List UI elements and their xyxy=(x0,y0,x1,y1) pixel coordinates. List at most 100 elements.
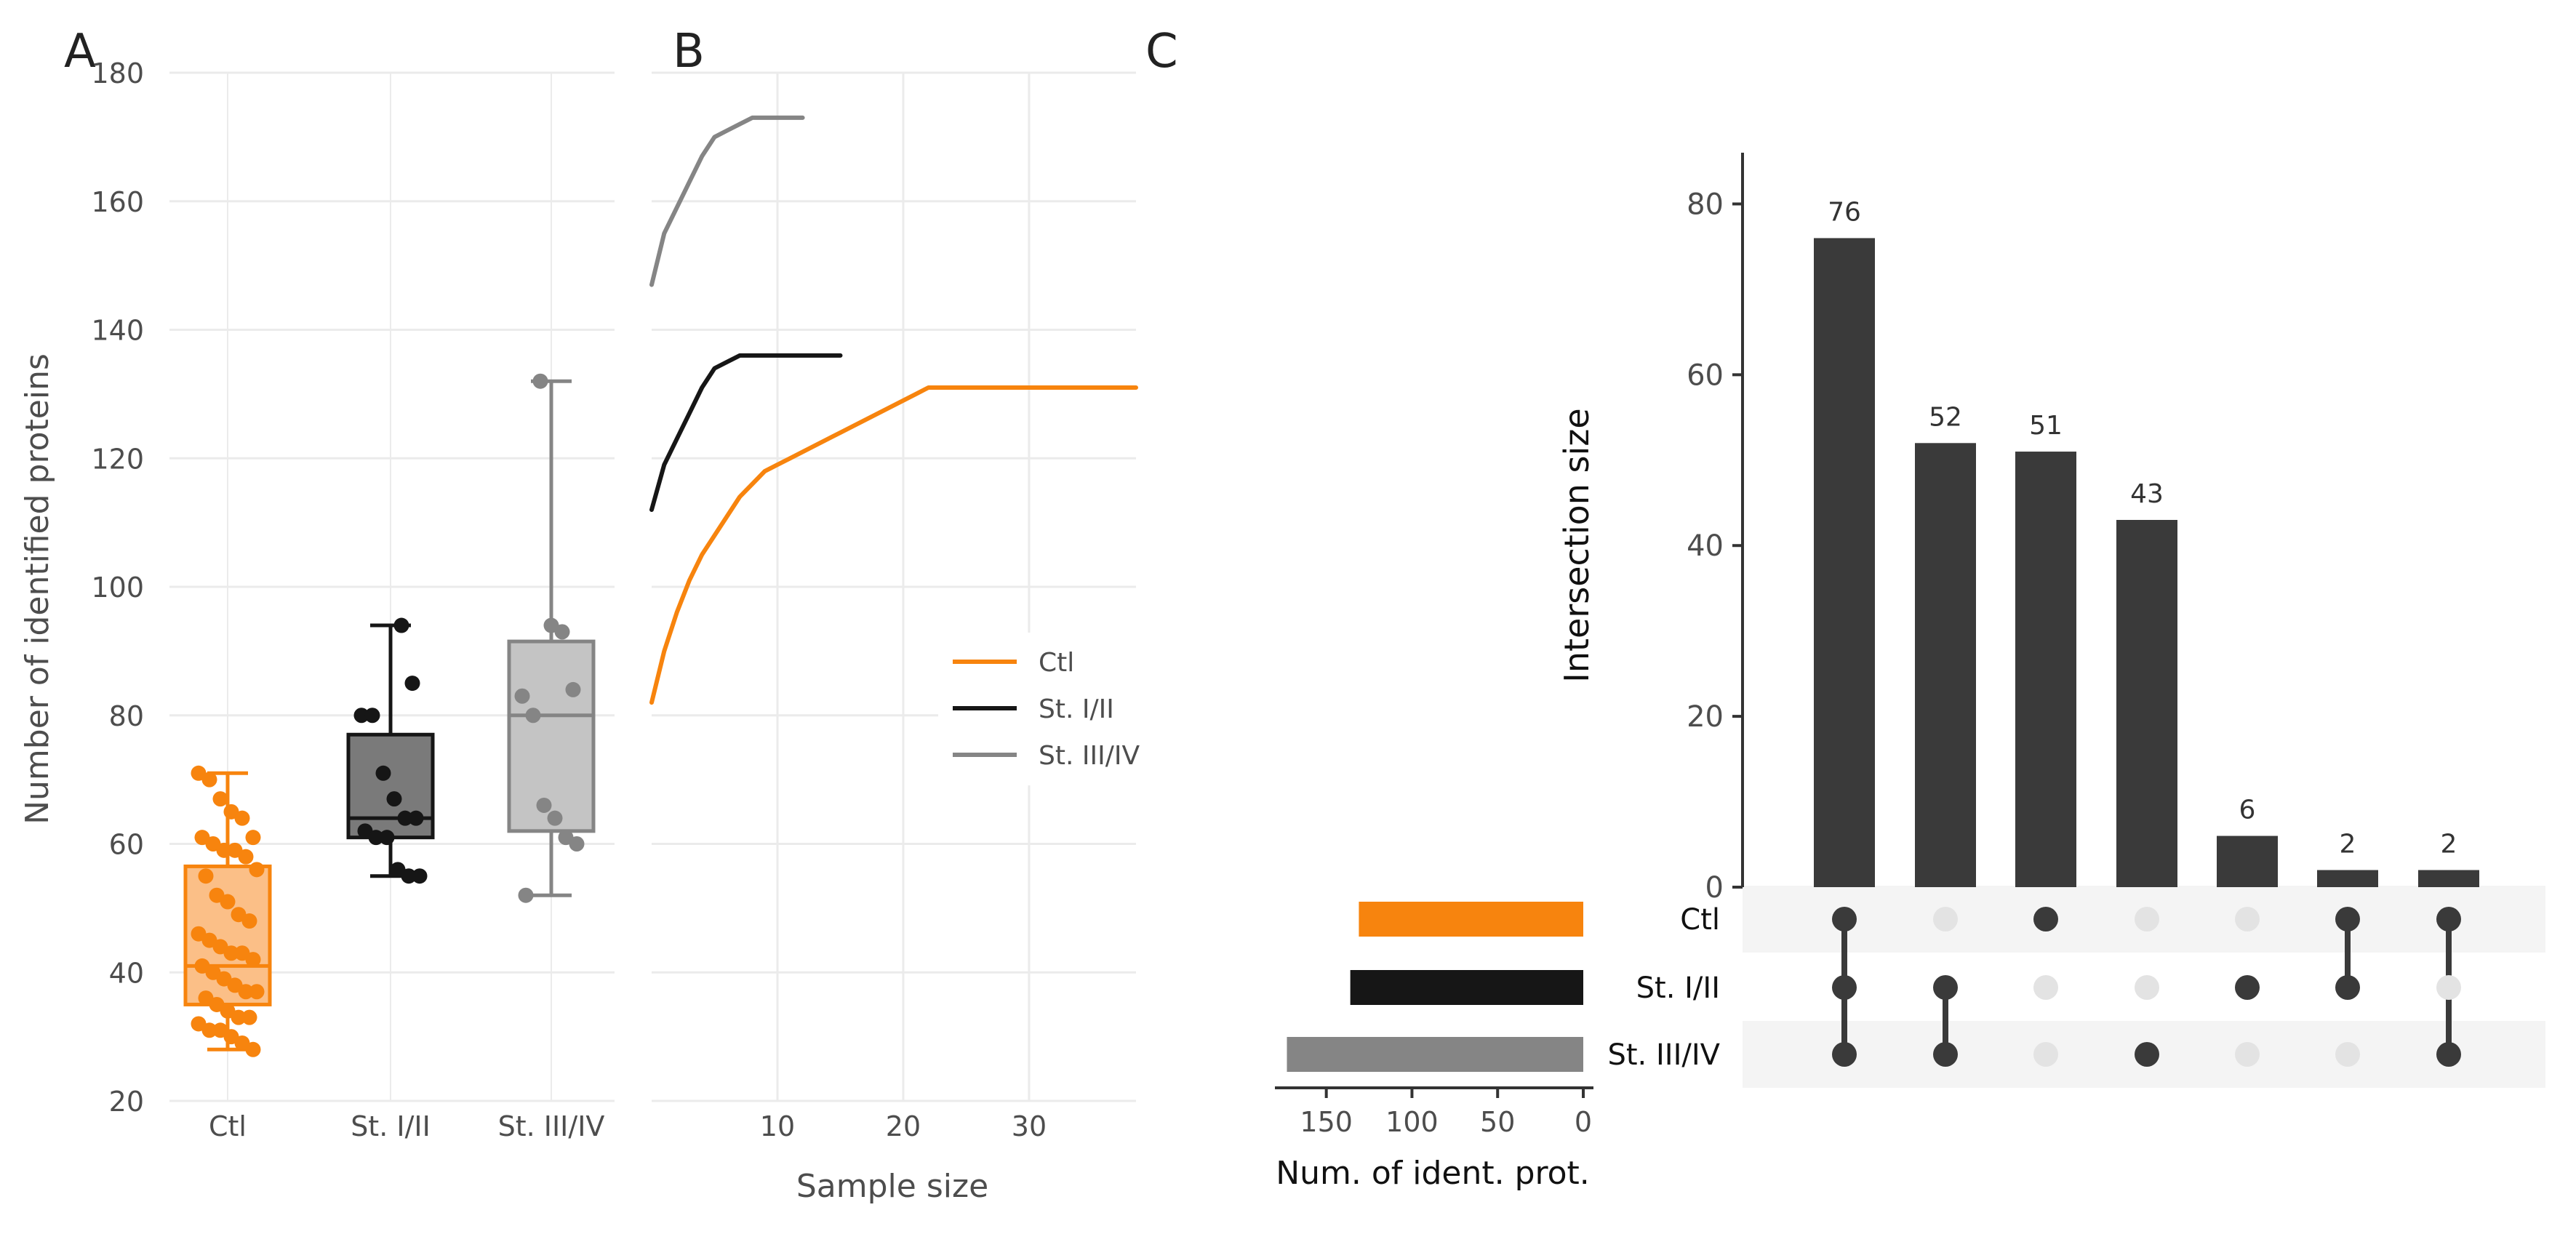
panel-c-matrix-dot-empty xyxy=(1933,907,1958,931)
panel-c-matrix-dot-filled xyxy=(1933,1042,1958,1067)
panel-b-x-tick-label: 30 xyxy=(1012,1110,1047,1142)
panel-c-set-size-bar xyxy=(1287,1037,1583,1072)
panel-c-y-tick-label: 20 xyxy=(1687,700,1724,734)
panel-a-label: A xyxy=(64,25,96,79)
panel-a-data-point xyxy=(536,797,552,813)
panel-a-data-point xyxy=(220,894,236,910)
panel-a-data-point xyxy=(404,676,420,692)
panel-a-y-tick-label: 180 xyxy=(91,57,144,89)
panel-a-data-point xyxy=(201,772,217,788)
panel-b-series-lines xyxy=(649,115,1138,705)
panel-a-data-point xyxy=(554,624,570,640)
panel-a-data-point xyxy=(547,810,563,826)
panel-c-matrix-dot-filled xyxy=(2033,907,2058,931)
panel-a-y-tick-labels: 20 40 60 80 100 120 140 160 180 xyxy=(91,57,144,1118)
panel-c-set-names: Ctl St. I/II St. III/IV xyxy=(1607,903,1720,1072)
panel-c-intersection-bar xyxy=(2217,836,2278,887)
panel-c-set-size-tick-label: 50 xyxy=(1480,1106,1515,1138)
panel-a-boxes xyxy=(183,379,596,1051)
panel-a-y-tick-label: 100 xyxy=(91,572,144,604)
panel-c-y-tick-label: 40 xyxy=(1687,529,1724,563)
panel-a-y-tick-label: 40 xyxy=(109,957,144,989)
panel-a-data-point xyxy=(518,887,534,903)
panel-c-matrix-dot-filled xyxy=(2335,975,2360,1000)
panel-c-y-tick-label: 0 xyxy=(1705,871,1724,905)
panel-a-data-point xyxy=(231,1009,247,1025)
panel-a-data-point xyxy=(241,1009,257,1025)
panel-a-data-point xyxy=(245,830,261,846)
panel-b-x-axis-title: Sample size xyxy=(796,1168,988,1205)
panel-c-set-size-bars xyxy=(1287,902,1583,1072)
panel-c-matrix-dot-empty xyxy=(2033,1042,2058,1067)
panel-a-data-point xyxy=(353,708,369,724)
panel-b-legend: Ctl St. I/II St. III/IV xyxy=(938,633,1149,785)
panel-a-data-point xyxy=(245,1041,261,1057)
panel-a-data-point xyxy=(569,836,585,852)
panel-a-data-point xyxy=(397,810,413,826)
panel-a-data-point xyxy=(212,791,228,807)
panel-c-intersection-bar xyxy=(2116,520,2177,887)
panel-c-matrix-dot-filled xyxy=(2235,975,2260,1000)
panel-b-x-tick-labels: 10 20 30 xyxy=(760,1110,1047,1142)
panel-c-y-axis: 0 20 40 60 80 xyxy=(1687,153,1744,905)
panel-c-intersection-bar xyxy=(2015,452,2076,887)
panel-a-data-point xyxy=(216,842,232,858)
panel-c-matrix-dot-filled xyxy=(1832,907,1857,931)
panel-b-line-chart: B 10 20 30 Sample size Ctl St. I/II St. III/… xyxy=(649,25,1149,1205)
panel-c-matrix-dot-empty xyxy=(2135,907,2159,931)
panel-c-matrix-dot-filled xyxy=(2335,907,2360,931)
panel-b-x-tick-label: 20 xyxy=(886,1110,921,1142)
panel-c-matrix-dot-filled xyxy=(1933,975,1958,1000)
panel-c-set-size-tick-label: 0 xyxy=(1575,1106,1592,1138)
panel-a-data-point xyxy=(401,868,417,884)
panel-a-x-tick-label: St. I/II xyxy=(351,1110,431,1142)
panel-a-data-point xyxy=(532,373,548,389)
panel-b-legend-label: St. I/II xyxy=(1039,694,1114,724)
panel-a-data-point xyxy=(379,830,395,846)
panel-c-intersection-bar xyxy=(1915,443,1976,887)
panel-c-set-size-bar xyxy=(1350,970,1583,1005)
panel-c-matrix-dot-filled xyxy=(2436,907,2461,931)
panel-c-set-size-tick-label: 100 xyxy=(1385,1106,1439,1138)
panel-c-set-size-bar xyxy=(1359,902,1583,937)
panel-c-intersection-bar xyxy=(2317,870,2378,887)
panel-c-intersection-bar xyxy=(1814,238,1875,887)
panel-a-data-point xyxy=(375,765,391,781)
panel-c-matrix-dot-filled xyxy=(1832,1042,1857,1067)
panel-a-y-tick-label: 60 xyxy=(109,829,144,861)
panel-a-y-tick-label: 140 xyxy=(91,315,144,347)
panel-c-matrix-dot-filled xyxy=(2135,1042,2159,1067)
panel-a-data-point xyxy=(249,984,265,1000)
panel-a-data-point xyxy=(245,952,261,968)
panel-a-data-point xyxy=(565,681,581,697)
panel-c-intersection-bar xyxy=(2418,870,2479,887)
panel-b-series-line xyxy=(649,353,843,512)
panel-a-y-tick-label: 120 xyxy=(91,443,144,475)
panel-c-bar-value-label: 6 xyxy=(2239,796,2256,825)
panel-a-data-point xyxy=(514,688,530,704)
panel-a-data-point xyxy=(412,868,428,884)
panel-c-bar-value-label: 2 xyxy=(2340,830,2356,860)
panel-a-data-point xyxy=(408,810,424,826)
panel-a-data-point xyxy=(525,708,541,724)
panel-c-y-tick-label: 80 xyxy=(1687,188,1724,221)
panel-c-set-name-label: St. I/II xyxy=(1636,971,1720,1005)
panel-a-data-point xyxy=(386,791,402,807)
panel-c-membership-matrix xyxy=(1832,907,2461,1067)
panel-b-legend-label: St. III/IV xyxy=(1039,741,1140,771)
panel-b-gridlines xyxy=(652,71,1136,1102)
panel-a-data-point xyxy=(223,945,239,961)
panel-a-y-tick-label: 20 xyxy=(109,1086,144,1118)
panel-a-data-point xyxy=(368,830,384,846)
panel-b-legend-label: Ctl xyxy=(1039,648,1074,678)
panel-a-boxplot: A 20 40 60 80 100 120 140 160 180 Ctl St. I/II St.… xyxy=(19,25,615,1142)
panel-a-x-tick-labels: Ctl St. I/II St. III/IV xyxy=(209,1110,604,1142)
panel-a-x-tick-label: St. III/IV xyxy=(498,1110,605,1142)
panel-a-data-point xyxy=(249,862,265,878)
panel-c-matrix-dot-empty xyxy=(2135,975,2159,1000)
panel-c-matrix-dot-filled xyxy=(1832,975,1857,1000)
panel-c-matrix-dot-empty xyxy=(2033,975,2058,1000)
panel-c-intersection-bars: 76 52 51 43 6 2 2 xyxy=(1814,197,2479,887)
panel-a-y-axis-title: Number of identified proteins xyxy=(19,353,56,825)
panel-a-x-tick-label: Ctl xyxy=(209,1110,247,1142)
